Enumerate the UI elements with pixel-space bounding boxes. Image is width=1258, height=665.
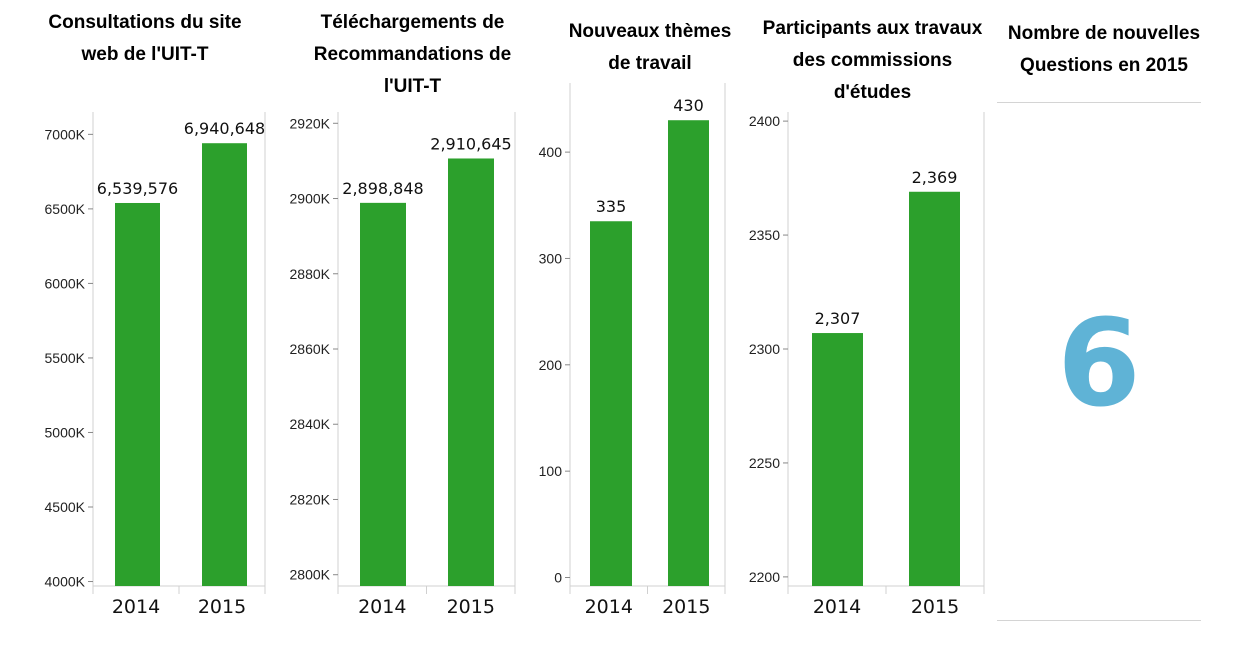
y-tick-label: 2400 (749, 113, 780, 129)
bar-value-label: 335 (596, 197, 627, 216)
bar-value-label: 2,898,848 (342, 179, 423, 198)
y-tick-label: 7000K (45, 126, 86, 142)
y-tick-label: 200 (539, 357, 563, 373)
kpi-bottom-rule (997, 620, 1201, 621)
y-tick-label: 100 (539, 463, 563, 479)
y-tick-label: 4000K (45, 574, 86, 590)
bar-value-label: 6,940,648 (184, 119, 265, 138)
x-category-label: 2014 (358, 596, 406, 618)
y-tick-label: 2820K (290, 491, 331, 507)
x-category-label: 2015 (198, 596, 246, 618)
bar-value-label: 2,369 (912, 168, 958, 187)
bar-2015 (909, 191, 960, 586)
bar-value-label: 430 (673, 96, 704, 115)
kpi-title: Nombre de nouvelles Questions en 2015 (1007, 23, 1201, 76)
y-tick-label: 2200 (749, 569, 780, 585)
y-tick-label: 6000K (45, 275, 86, 291)
y-tick-label: 400 (539, 144, 563, 160)
bar-2015 (668, 120, 709, 586)
x-category-label: 2015 (911, 596, 959, 618)
bar-2014 (360, 202, 406, 586)
bar-2015 (202, 143, 247, 586)
x-category-label: 2014 (112, 596, 160, 618)
y-tick-label: 0 (554, 569, 562, 585)
y-tick-label: 300 (539, 250, 563, 266)
chart-4-title: Participants aux travaux des commissions… (762, 18, 983, 103)
bar-2015 (448, 158, 494, 586)
y-tick-label: 4500K (45, 499, 86, 515)
bar-2014 (590, 221, 632, 586)
bar-2014 (812, 333, 863, 586)
x-category-label: 2015 (662, 596, 710, 618)
x-category-label: 2014 (585, 596, 633, 618)
y-tick-label: 2920K (290, 115, 331, 131)
y-tick-label: 2800K (290, 567, 331, 583)
bar-value-label: 2,307 (815, 309, 861, 328)
x-category-label: 2015 (447, 596, 495, 618)
y-tick-label: 2840K (290, 416, 331, 432)
kpi-top-rule (997, 102, 1201, 103)
y-tick-label: 5000K (45, 424, 86, 440)
kpi-value: 6 (1057, 295, 1141, 434)
bar-2014 (115, 202, 160, 586)
y-tick-label: 2350 (749, 227, 780, 243)
x-category-label: 2014 (813, 596, 861, 618)
y-tick-label: 2900K (290, 191, 331, 207)
chart-3-title: Nouveaux thèmes de travail (568, 21, 732, 74)
chart-2-title: Téléchargements de Recommandations de l'… (313, 12, 512, 97)
y-tick-label: 2860K (290, 341, 331, 357)
y-tick-label: 2880K (290, 266, 331, 282)
y-tick-label: 2300 (749, 341, 780, 357)
y-tick-label: 5500K (45, 350, 86, 366)
y-tick-label: 6500K (45, 201, 86, 217)
y-tick-label: 2250 (749, 455, 780, 471)
chart-1-title: Consultations du site web de l'UIT-T (48, 12, 242, 65)
bar-value-label: 2,910,645 (430, 134, 511, 153)
bar-value-label: 6,539,576 (97, 179, 178, 198)
